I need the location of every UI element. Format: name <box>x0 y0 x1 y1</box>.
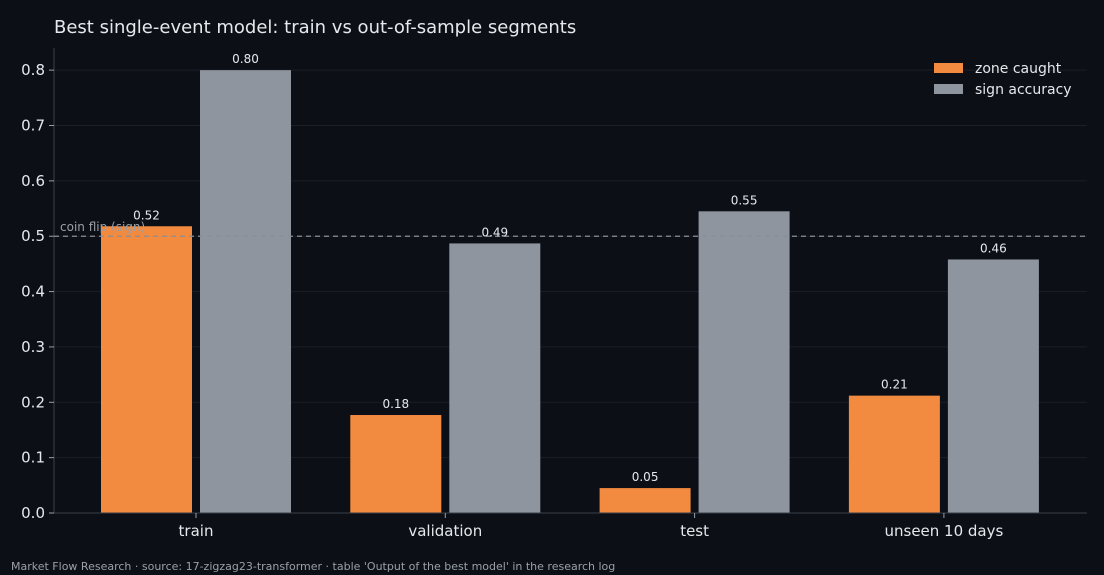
data-label: 0.52 <box>133 208 160 222</box>
bar-sign-accuracy-validation <box>449 243 541 514</box>
bar-zone-caught-unseen-10-days <box>848 395 940 513</box>
x-tick-label: train <box>179 522 214 540</box>
y-tick-label: 0.0 <box>21 504 45 522</box>
bar-zone-caught-train <box>101 226 192 513</box>
y-tick-label: 0.5 <box>21 227 45 245</box>
bar-zone-caught-validation <box>350 415 442 513</box>
x-tick-label: test <box>680 522 709 540</box>
data-label: 0.49 <box>481 225 508 239</box>
data-label: 0.18 <box>382 397 409 411</box>
y-tick-label: 0.7 <box>21 117 45 135</box>
footer-source-note: Market Flow Research · source: 17-zigzag… <box>11 560 615 573</box>
legend-label-zone-caught: zone caught <box>975 61 1062 77</box>
bar-sign-accuracy-test <box>698 211 790 513</box>
bar-sign-accuracy-train <box>200 70 291 514</box>
y-tick-label: 0.3 <box>21 338 45 356</box>
chart-title: Best single-event model: train vs out-of… <box>54 17 576 38</box>
y-tick-label: 0.4 <box>21 283 45 301</box>
y-tick-label: 0.2 <box>21 393 45 411</box>
bars-group <box>101 70 1039 514</box>
reference-line-label: coin flip (sign) <box>60 220 145 234</box>
reference-line-group: coin flip (sign) <box>54 220 1087 237</box>
y-tick-label: 0.1 <box>21 449 45 467</box>
legend-swatch-sign-accuracy <box>934 84 963 94</box>
bar-sign-accuracy-unseen-10-days <box>947 259 1039 513</box>
data-label: 0.55 <box>731 193 758 207</box>
legend: zone caught sign accuracy <box>934 61 1072 98</box>
bar-zone-caught-test <box>599 488 691 513</box>
data-label: 0.05 <box>632 470 659 484</box>
data-labels-group: 0.52 0.18 0.05 0.21 0.80 0.49 0.55 0.46 <box>133 52 1007 484</box>
x-tick-label: unseen 10 days <box>884 522 1003 540</box>
data-label: 0.21 <box>881 378 908 392</box>
x-tick-label: validation <box>408 522 482 540</box>
axes-group: 0.0 0.1 0.2 0.3 0.4 0.5 0.6 0.7 0.8 train validati… <box>21 48 1087 540</box>
legend-swatch-zone-caught <box>934 63 963 73</box>
y-tick-label: 0.8 <box>21 61 45 79</box>
legend-label-sign-accuracy: sign accuracy <box>975 82 1072 98</box>
y-tick-label: 0.6 <box>21 172 45 190</box>
data-label: 0.46 <box>980 241 1007 255</box>
data-label: 0.80 <box>232 52 259 66</box>
